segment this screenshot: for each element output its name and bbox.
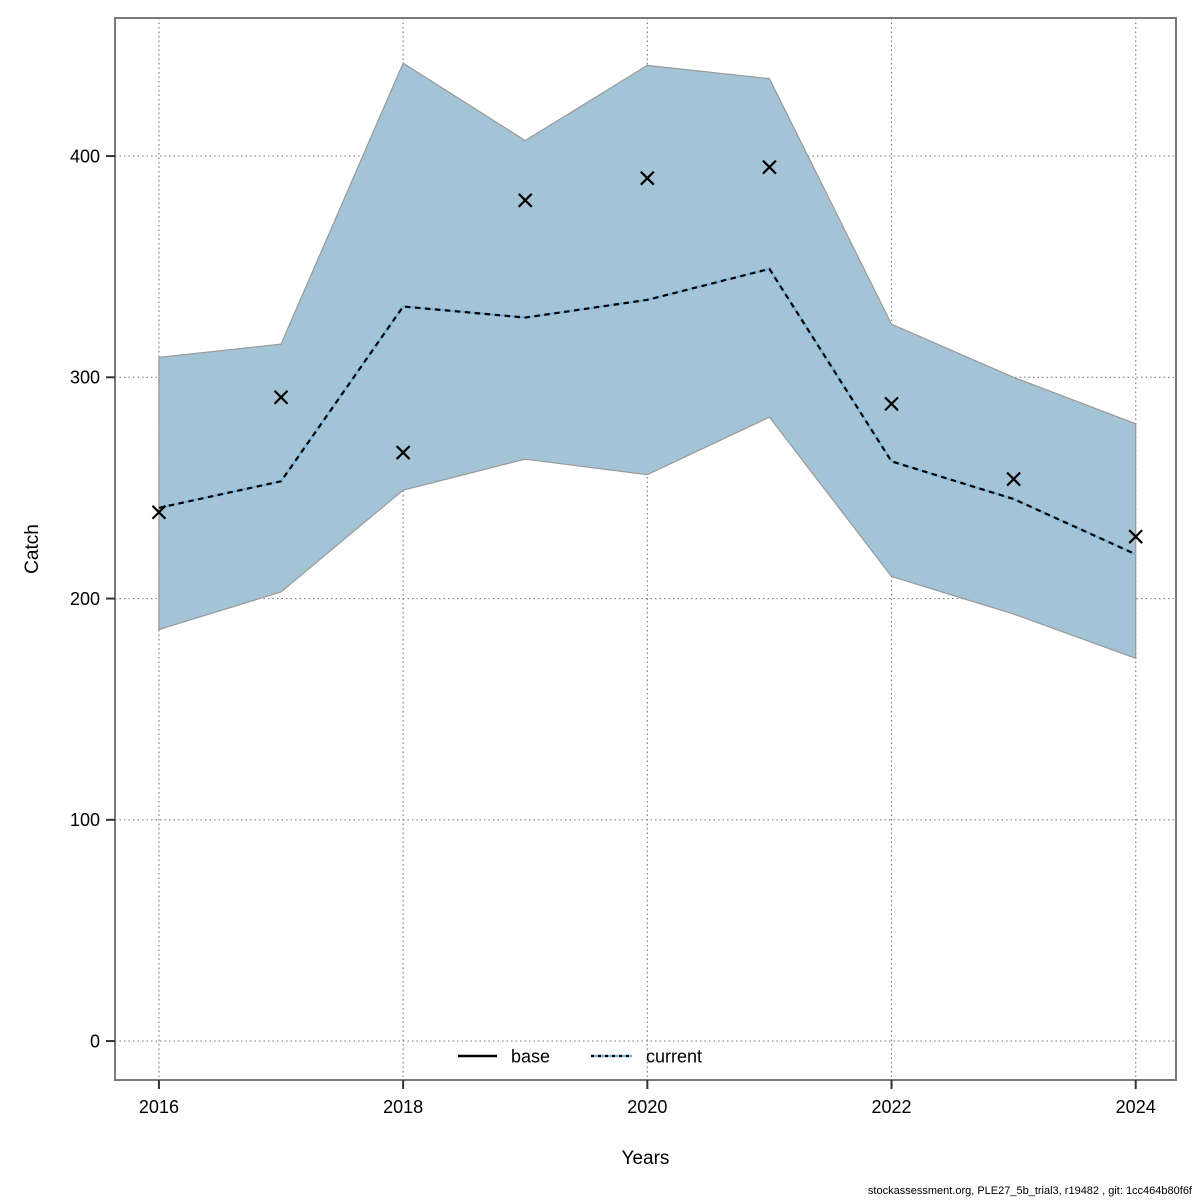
plot-box [114, 17, 1177, 1081]
legend: base current [458, 1046, 702, 1066]
confidence-band [158, 62, 1137, 660]
x-marker [273, 389, 289, 405]
y-tick-label: 400 [70, 146, 100, 166]
x-marker [1128, 529, 1143, 544]
y-tick-label: 100 [70, 810, 100, 830]
x-tick-label: 2020 [627, 1097, 667, 1117]
x-marker [640, 170, 655, 186]
x-marker [395, 445, 411, 460]
y-tick-label: 0 [90, 1031, 100, 1051]
legend-base-label: base [511, 1046, 550, 1066]
x-marker [517, 193, 533, 208]
x-tick-label: 2016 [139, 1097, 179, 1117]
y-axis-title: Catch [22, 524, 43, 574]
y-tick-label: 200 [70, 589, 100, 609]
legend-current-label: current [646, 1046, 702, 1066]
x-marker [884, 396, 899, 412]
x-marker [151, 504, 167, 520]
y-tick-label: 300 [70, 368, 100, 388]
current-line [158, 267, 1137, 556]
x-tick-label: 2022 [871, 1097, 911, 1117]
x-tick-label: 2018 [383, 1097, 423, 1117]
x-marker [1006, 471, 1021, 487]
x-tick-label: 2024 [1116, 1097, 1156, 1117]
axes: 0 100 200 300 400 2016 2018 2020 2022 2024 [70, 146, 1156, 1117]
x-marker [762, 159, 777, 175]
observation-markers [151, 159, 1143, 544]
x-axis-title: Years [622, 1148, 670, 1169]
footer-attribution: stockassessment.org, PLE27_5b_trial3, r1… [867, 1185, 1192, 1197]
